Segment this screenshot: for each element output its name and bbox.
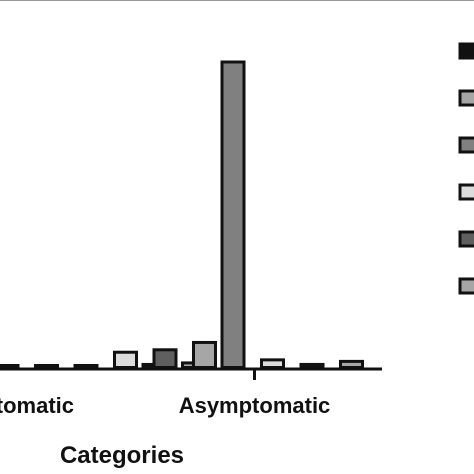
legend-swatch-6 [458, 277, 474, 295]
bar-series-5-category-1 [152, 348, 178, 370]
legend-swatch-2 [458, 89, 474, 107]
bars [0, 60, 364, 370]
bar-series-1-category-1 [0, 364, 20, 369]
x-axis-title: Categories [60, 442, 184, 469]
bar-series-3-category-1 [73, 364, 99, 369]
bar-series-6-category-1 [192, 340, 217, 370]
bar-series-3-category-2 [220, 60, 246, 369]
legend [458, 42, 474, 295]
bar-series-4-category-1 [113, 350, 138, 370]
x-tick-label-asymptomatic: Asymptomatic [179, 393, 331, 418]
legend-swatch-3 [458, 136, 474, 154]
legend-swatch-1 [458, 42, 474, 60]
bar-series-6-category-2 [339, 359, 364, 370]
bar-series-4-category-2 [260, 358, 285, 369]
legend-swatch-4 [458, 183, 474, 201]
legend-swatch-5 [458, 230, 474, 248]
bar-series-2-category-1 [34, 364, 59, 369]
x-tick-label-symptomatic: ptomatic [0, 393, 74, 418]
bar-series-5-category-2 [299, 362, 325, 370]
